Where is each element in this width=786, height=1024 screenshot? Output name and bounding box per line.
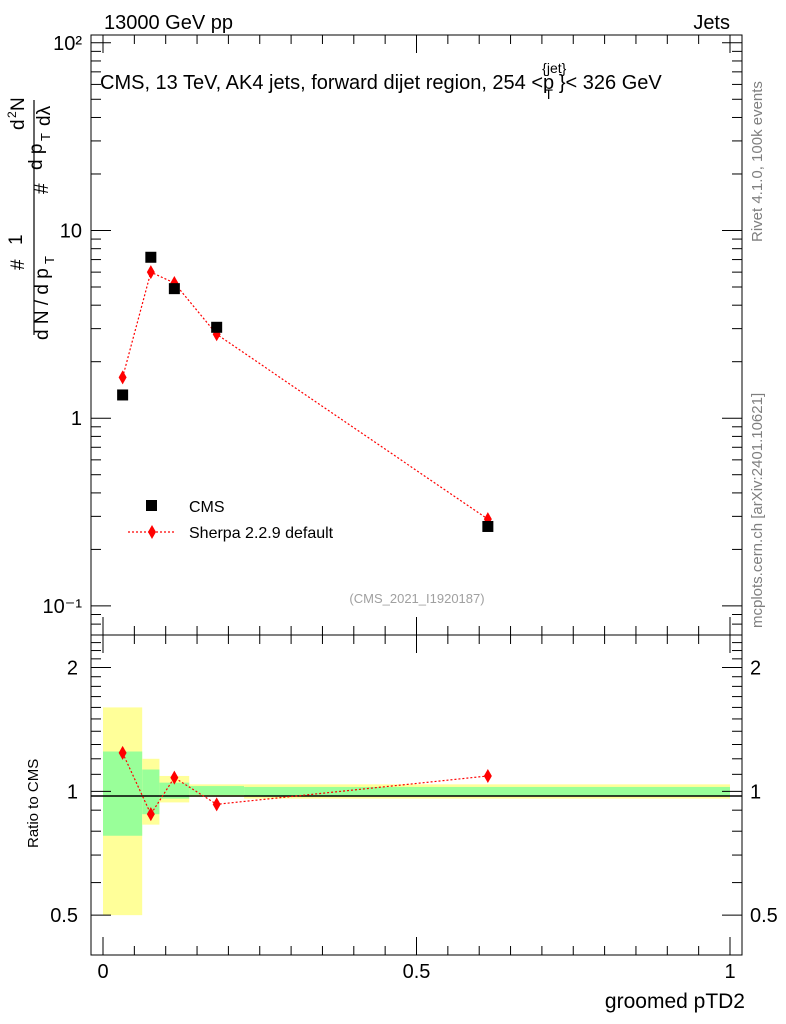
- svg-text:#: #: [8, 259, 29, 270]
- band-inner-4: [244, 786, 730, 796]
- y-axis-label-ratio: Ratio to CMS: [25, 759, 42, 848]
- ratio-point: [212, 797, 221, 812]
- legend-cms-label: CMS: [189, 499, 225, 516]
- sherpa-point: [146, 265, 155, 280]
- x-tick-label: 0: [97, 961, 108, 983]
- y-tick-label: 1: [71, 408, 82, 430]
- svg-text:d N / d p: d N / d p: [32, 268, 53, 340]
- ratio-point: [118, 745, 127, 760]
- data-series: [117, 251, 494, 822]
- svg-text:2: 2: [5, 111, 19, 118]
- ratio-tick-label-right: 1: [750, 781, 761, 803]
- ratio-tick-label-left: 0.5: [50, 905, 78, 927]
- legend-cms-marker: [146, 500, 157, 511]
- x-axis-label: groomed pTD2: [605, 990, 745, 1013]
- ratio-tick-label-right: 0.5: [750, 905, 778, 927]
- plot-subtitle: CMS, 13 TeV, AK4 jets, forward dijet reg…: [100, 60, 662, 102]
- ratio-line: [122, 752, 488, 816]
- ratio-tick-label-left: 1: [67, 781, 78, 803]
- uncertainty-bands: [103, 707, 730, 916]
- sherpa-line: [122, 271, 489, 520]
- legend-sherpa-label: Sherpa 2.2.9 default: [189, 525, 334, 542]
- cms-point: [482, 520, 494, 532]
- band-inner-1: [142, 769, 160, 815]
- band-inner-2: [159, 782, 190, 799]
- subtitle-end: }< 326 GeV: [559, 72, 663, 94]
- rivet-version-label: Rivet 4.1.0, 100k events: [749, 81, 766, 242]
- cms-point: [145, 251, 157, 263]
- svg-text:T: T: [38, 133, 53, 141]
- ratio-point: [483, 768, 492, 783]
- y-tick-label: 10: [60, 220, 82, 242]
- header-right: Jets: [693, 12, 730, 34]
- header-left: 13000 GeV pp: [104, 12, 233, 34]
- cms-point: [211, 321, 223, 333]
- cms-point: [117, 389, 129, 401]
- mcplots-label: mcplots.cern.ch [arXiv:2401.10621]: [749, 393, 766, 628]
- cms-point: [168, 283, 180, 295]
- y-tick-label: 10²: [53, 33, 82, 55]
- subtitle-sub: T: [544, 86, 553, 102]
- svg-text:d p: d p: [26, 144, 47, 170]
- ratio-tick-label-right: 2: [750, 658, 761, 680]
- x-tick-label: 0.5: [403, 961, 431, 983]
- svg-text:N: N: [8, 97, 29, 111]
- ratio-point: [146, 807, 155, 822]
- y-axis-label-main: # 1 d N / d p T # d p T d 2 N dλ: [5, 97, 57, 340]
- analysis-watermark: (CMS_2021_I1920187): [349, 591, 484, 606]
- svg-text:1: 1: [6, 234, 27, 245]
- ratio-tick-label-left: 2: [67, 658, 78, 680]
- band-inner-0: [103, 751, 143, 836]
- svg-text:T: T: [42, 256, 57, 264]
- sherpa-point: [118, 370, 127, 385]
- svg-text:dλ: dλ: [34, 105, 55, 126]
- legend: CMS Sherpa 2.2.9 default: [128, 499, 334, 542]
- svg-text:#: #: [32, 183, 53, 194]
- y-tick-label: 10⁻¹: [43, 596, 83, 618]
- svg-text:d: d: [8, 119, 29, 130]
- subtitle-sup: {jet}: [542, 60, 566, 76]
- ratio-point: [170, 770, 179, 785]
- axis-ticks: 0 0.5 1 10⁻¹ 1 10 10² 0.5 0.5 1 1 2 2: [43, 33, 778, 983]
- main-panel-frame: [90, 34, 743, 636]
- legend-sherpa-marker: [148, 525, 156, 539]
- band-inner-3: [189, 786, 245, 795]
- x-tick-label: 1: [724, 961, 735, 983]
